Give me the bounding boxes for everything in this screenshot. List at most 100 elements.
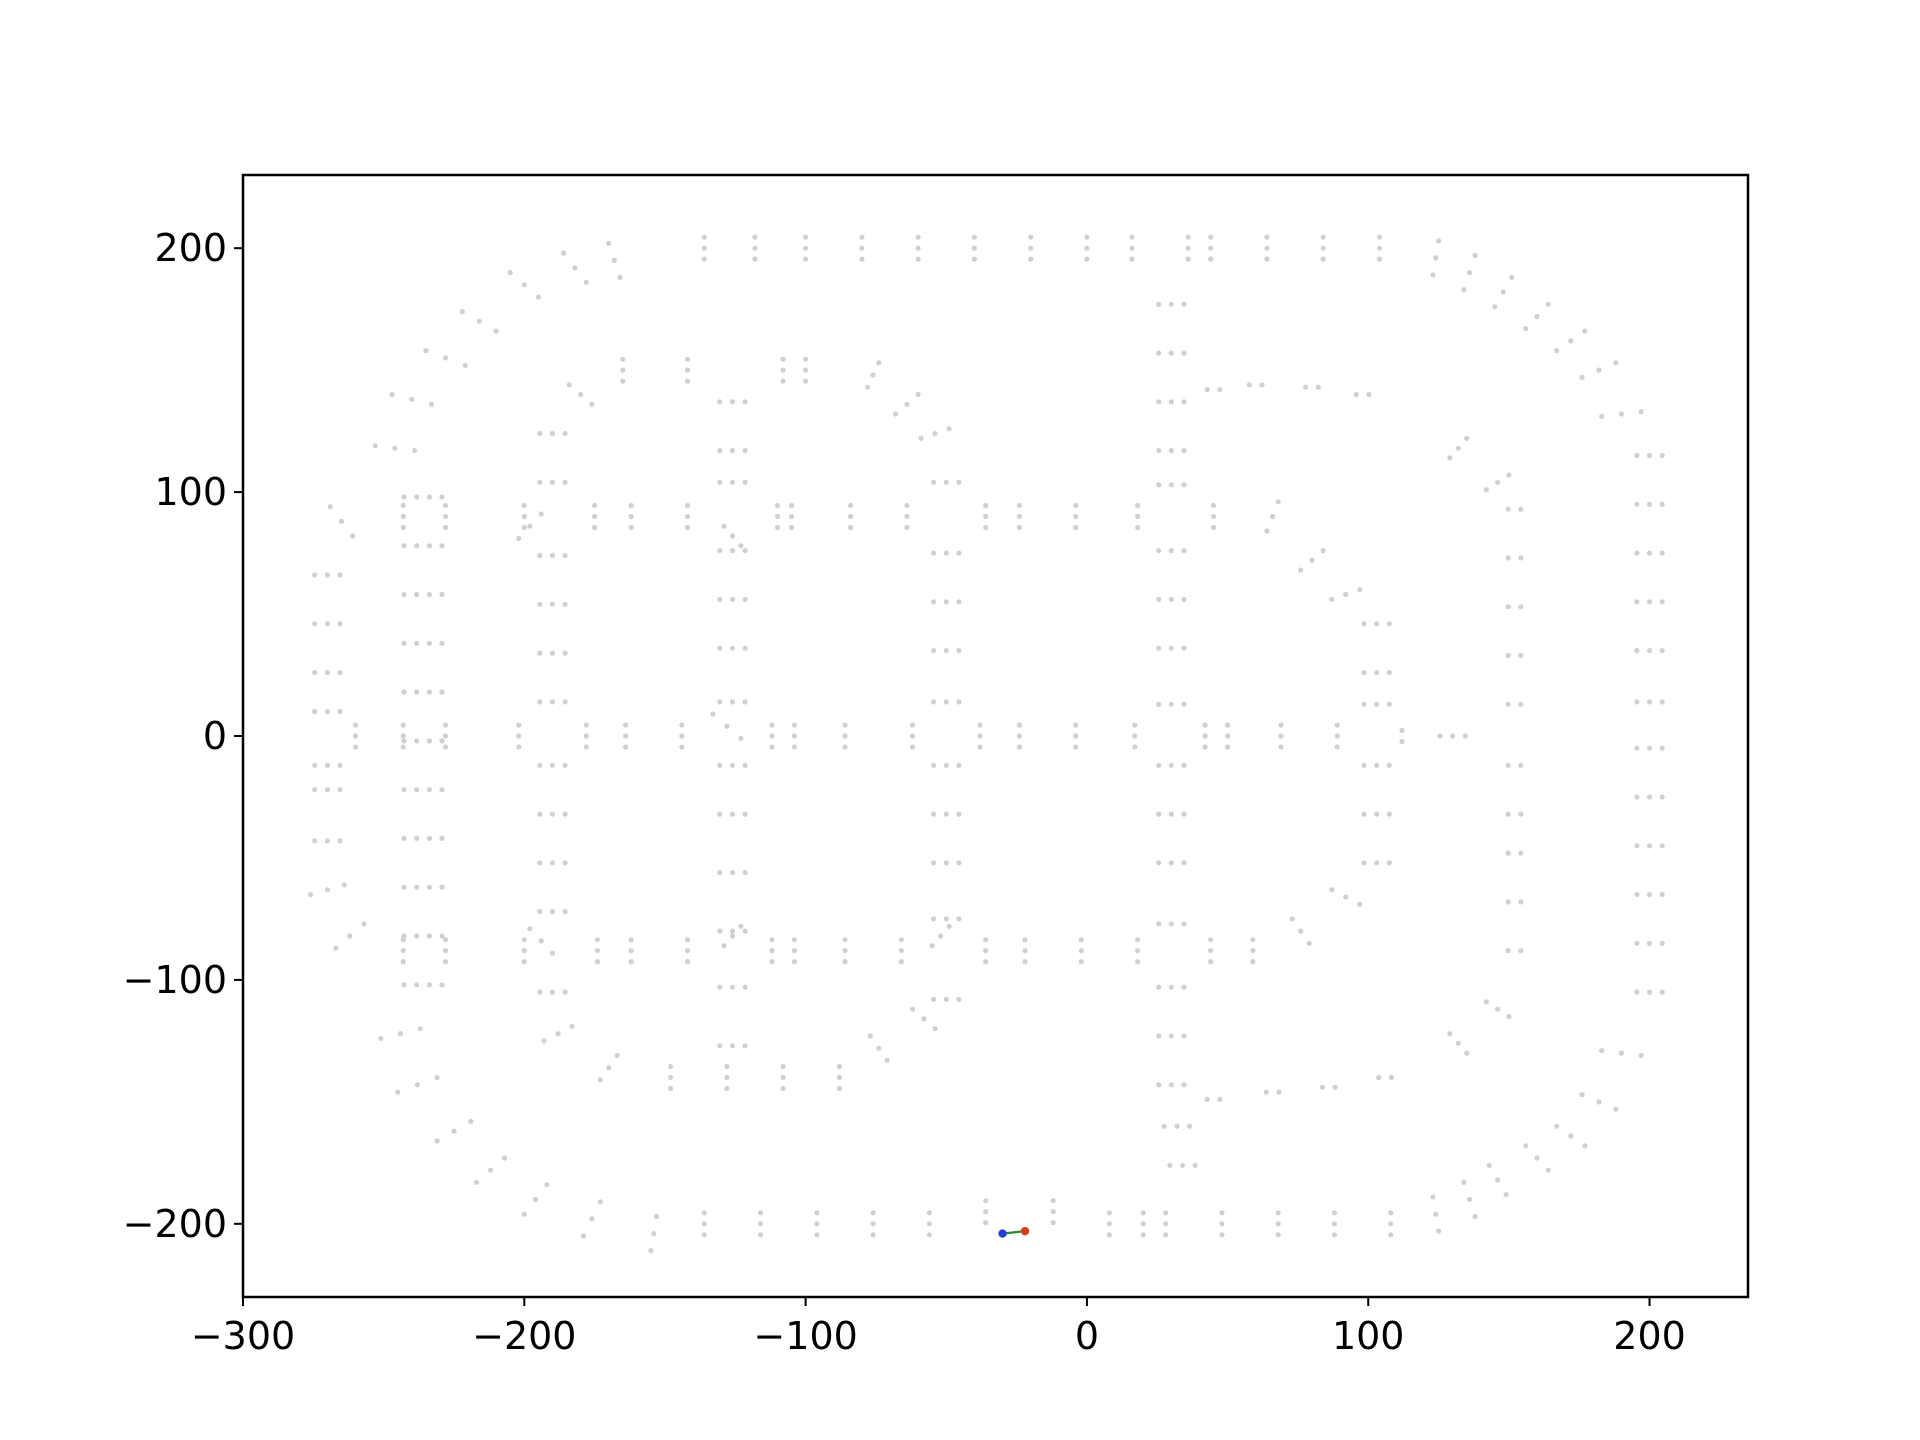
background-point xyxy=(1264,245,1270,251)
background-point xyxy=(1156,921,1162,927)
background-point xyxy=(1534,1155,1540,1161)
background-point xyxy=(931,648,937,654)
background-point xyxy=(1320,548,1326,554)
background-point xyxy=(1217,387,1223,393)
background-point xyxy=(1156,701,1162,707)
background-point xyxy=(347,933,353,939)
background-point xyxy=(1168,762,1174,768)
background-point xyxy=(1534,313,1540,320)
background-point xyxy=(943,479,949,485)
background-point xyxy=(1579,374,1585,380)
background-point xyxy=(1084,245,1090,251)
background-point xyxy=(668,1085,674,1092)
background-point xyxy=(1246,382,1252,388)
background-point xyxy=(943,762,949,768)
background-point xyxy=(414,835,420,842)
background-point xyxy=(1518,506,1524,512)
background-point xyxy=(537,762,543,768)
background-point xyxy=(926,1210,933,1216)
background-point xyxy=(1329,887,1335,893)
background-point xyxy=(1289,916,1295,922)
y-axis: −200 −100 0 100 200 xyxy=(123,226,243,1246)
background-point xyxy=(1461,287,1467,293)
background-point xyxy=(769,948,775,954)
background-point xyxy=(439,494,445,500)
background-point xyxy=(535,294,542,300)
background-point xyxy=(628,502,634,509)
background-point xyxy=(537,479,543,485)
background-point xyxy=(1386,670,1392,676)
background-point xyxy=(717,596,723,603)
background-point xyxy=(562,699,568,705)
background-point xyxy=(842,722,848,728)
background-point xyxy=(1455,445,1461,451)
background-point xyxy=(1202,722,1208,728)
background-point xyxy=(870,1210,876,1216)
background-point xyxy=(1455,1040,1461,1046)
background-point xyxy=(597,1199,603,1205)
background-point xyxy=(742,984,748,990)
background-point xyxy=(1646,452,1653,459)
background-point xyxy=(977,733,983,739)
background-point xyxy=(738,735,744,742)
background-point xyxy=(1596,1099,1602,1105)
background-point xyxy=(516,744,522,750)
background-point xyxy=(789,524,795,531)
background-point xyxy=(572,265,578,271)
background-point xyxy=(742,928,748,934)
background-point xyxy=(1472,252,1478,259)
background-point xyxy=(1202,744,1208,750)
background-point xyxy=(312,670,318,676)
background-point xyxy=(1022,948,1028,954)
background-point xyxy=(442,355,449,361)
background-point xyxy=(352,744,359,750)
background-point xyxy=(606,240,612,246)
background-point xyxy=(521,502,527,509)
background-point xyxy=(628,937,634,943)
background-point xyxy=(401,543,407,549)
background-point xyxy=(932,1026,938,1032)
background-point xyxy=(791,959,798,965)
background-point xyxy=(562,909,568,915)
background-point xyxy=(729,762,736,768)
background-point xyxy=(1181,596,1187,603)
background-point xyxy=(1582,1143,1588,1149)
background-point xyxy=(1646,940,1653,946)
background-point xyxy=(864,384,871,390)
background-point xyxy=(1430,1194,1436,1200)
background-point xyxy=(439,933,445,939)
background-point xyxy=(1447,1031,1453,1037)
background-point xyxy=(1634,891,1640,898)
background-point xyxy=(780,378,786,384)
background-point xyxy=(527,926,533,932)
background-point xyxy=(578,391,584,398)
background-point xyxy=(931,599,937,605)
background-point xyxy=(1276,1089,1282,1095)
background-point xyxy=(1185,234,1191,240)
background-point xyxy=(1579,1092,1585,1098)
background-point xyxy=(562,860,568,866)
background-point xyxy=(876,1045,882,1051)
background-point xyxy=(1168,548,1174,554)
background-point xyxy=(493,328,499,334)
background-point xyxy=(1331,1221,1338,1227)
background-point xyxy=(417,1026,423,1032)
background-point xyxy=(769,733,775,739)
background-point xyxy=(549,950,556,956)
background-point xyxy=(1156,762,1162,768)
background-point xyxy=(1361,621,1367,627)
background-point xyxy=(1270,513,1276,520)
background-point xyxy=(1135,524,1141,531)
background-point xyxy=(1518,604,1524,610)
background-point xyxy=(549,860,556,866)
background-point xyxy=(1106,1232,1112,1238)
background-point xyxy=(1298,928,1304,934)
background-point xyxy=(1374,621,1380,627)
background-point xyxy=(898,937,904,943)
background-point xyxy=(1503,1192,1509,1198)
background-point xyxy=(1450,733,1456,739)
background-point xyxy=(580,1233,587,1239)
background-point xyxy=(1156,548,1162,554)
background-point xyxy=(589,1216,595,1222)
background-point xyxy=(1618,1050,1624,1056)
